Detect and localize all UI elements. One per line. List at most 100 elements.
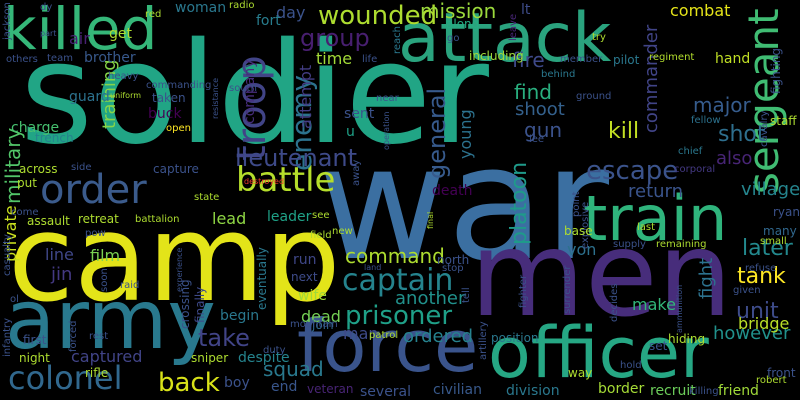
- word-shot: shot: [718, 122, 766, 147]
- word-order: order: [40, 167, 147, 213]
- word-along: along: [446, 17, 480, 31]
- word-make: make: [632, 295, 676, 314]
- word-commander: commander: [641, 24, 662, 133]
- word-friend: friend: [718, 383, 759, 399]
- word-later: later: [742, 236, 793, 261]
- word-leave: leave: [508, 13, 519, 41]
- word-others: others: [6, 54, 38, 65]
- word-fire: fire: [512, 48, 545, 72]
- word-back: back: [158, 368, 220, 398]
- word-also: also: [716, 148, 753, 169]
- word-across: across: [19, 162, 58, 176]
- word-guard: guard: [69, 89, 110, 105]
- word-wounded: wounded: [318, 1, 438, 31]
- word-capture: capture: [153, 162, 199, 176]
- word-commanding: commanding: [146, 80, 212, 91]
- word-gun: gun: [524, 118, 563, 142]
- word-u: u: [346, 124, 355, 140]
- word-heavy: heavy: [108, 71, 139, 82]
- word-take: take: [198, 324, 250, 352]
- word-base: base: [564, 224, 593, 238]
- word-assault: assault: [27, 214, 70, 228]
- word-destroyed: destroyed: [244, 177, 285, 186]
- word-combat: combat: [670, 1, 731, 20]
- word-lt: lt: [521, 2, 531, 18]
- word-ryan: ryan: [773, 205, 800, 219]
- word-side: side: [71, 162, 92, 173]
- word-colonel: colonel: [8, 359, 123, 397]
- word-decides: decides: [609, 283, 620, 323]
- word-fighting: fighting: [769, 47, 783, 94]
- word-state: state: [194, 192, 220, 203]
- word-killed: killed: [3, 0, 158, 63]
- word-reach: reach: [392, 25, 403, 54]
- word-time: time: [316, 49, 353, 68]
- word-chief: chief: [678, 146, 703, 157]
- word-army: army: [5, 273, 216, 368]
- word-line: line: [45, 245, 74, 264]
- word-brother: brother: [84, 50, 136, 66]
- word-veteran: veteran: [307, 382, 354, 396]
- word-stop: stop: [442, 263, 464, 274]
- word-recruit: recruit: [650, 383, 696, 399]
- word-uniform: uniform: [110, 91, 142, 100]
- word-corporal: corporal: [674, 164, 716, 175]
- word-killing: killing: [689, 386, 719, 397]
- word-general: general: [423, 87, 451, 179]
- word-experience: experience: [175, 247, 184, 292]
- word-get: get: [109, 26, 132, 42]
- word-force: force: [297, 304, 479, 388]
- word-sent: sent: [344, 106, 375, 122]
- word-dy: dy: [40, 2, 53, 13]
- word-ammunition: ammunition: [675, 284, 684, 333]
- word-however: however: [713, 323, 791, 344]
- word-man: man: [343, 324, 379, 343]
- word-soldier: soldier: [20, 13, 489, 176]
- word-resistance: resistance: [211, 77, 220, 119]
- word-buck: buck: [148, 106, 182, 122]
- word-hold: hold: [620, 360, 642, 371]
- word-see: see: [312, 210, 330, 221]
- word-bridge: bridge: [738, 314, 790, 333]
- word-set: set: [649, 339, 668, 353]
- word-point: point: [571, 191, 582, 217]
- word-captured: captured: [71, 347, 143, 366]
- word-come: come: [11, 207, 39, 218]
- word-kill: kill: [608, 119, 640, 144]
- word-lee: lee: [529, 134, 545, 145]
- word-final: final: [426, 211, 435, 229]
- word-infantry: infantry: [2, 317, 13, 357]
- word-mountain: mountain: [290, 319, 338, 330]
- word-open: open: [166, 123, 191, 134]
- word-division: division: [506, 383, 560, 399]
- word-pow: pow: [85, 228, 106, 239]
- word-captain: captain: [342, 263, 454, 298]
- word-battalion: battalion: [135, 214, 180, 225]
- word-mission: mission: [420, 0, 497, 23]
- word-tank: tank: [737, 264, 786, 289]
- word-end: end: [271, 379, 298, 395]
- word-several: several: [360, 384, 412, 400]
- word-air: air: [69, 29, 90, 48]
- word-ol: ol: [10, 294, 19, 305]
- word-field: field: [310, 230, 332, 241]
- word-wife: wife: [298, 288, 327, 304]
- word-boy: boy: [224, 375, 250, 391]
- word-civilian: civilian: [433, 382, 482, 398]
- word-land: land: [364, 263, 382, 272]
- word-death: death: [432, 183, 473, 199]
- word-front: front: [767, 366, 796, 380]
- word-new: new: [332, 226, 353, 237]
- word-hand: hand: [715, 51, 751, 67]
- word-cavalry: cavalry: [759, 110, 770, 147]
- word-join: join: [312, 318, 334, 332]
- word-attempt: attempt: [296, 64, 315, 129]
- word-rest: rest: [89, 331, 109, 342]
- word-hiding: hiding: [668, 332, 706, 346]
- word-forced: forced: [68, 320, 79, 352]
- word-despite: despite: [238, 350, 290, 366]
- word-return: return: [628, 181, 684, 202]
- word-fight: fight: [696, 257, 717, 299]
- word-sniper: sniper: [191, 351, 229, 365]
